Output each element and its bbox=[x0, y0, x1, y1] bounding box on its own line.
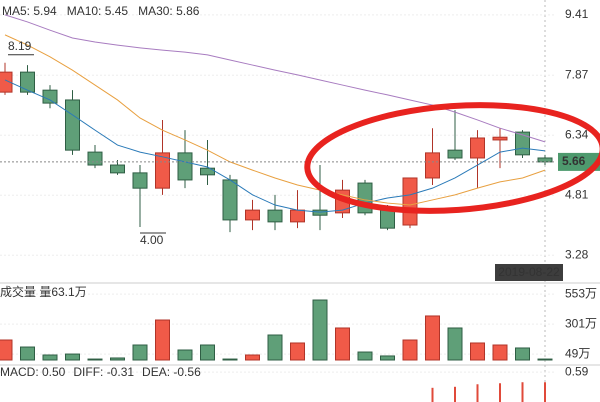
last-price-box bbox=[558, 152, 600, 171]
date-box bbox=[495, 264, 563, 281]
date-label: 2019-08-22 bbox=[498, 265, 560, 279]
y-tick-label: 6.34 bbox=[565, 127, 589, 141]
ma-line bbox=[4, 79, 546, 213]
candle-body bbox=[470, 137, 485, 159]
legend-entry: MA30: 5.86 bbox=[138, 4, 200, 18]
volume-bar bbox=[380, 355, 395, 361]
ma-line bbox=[4, 14, 546, 143]
ma-line bbox=[4, 34, 546, 206]
plot: 9.41 7.87 6.34 4.81 3.28 MA5: 5.94 MA10: 5.45 M… bbox=[0, 4, 600, 402]
y-tick-label: 3.28 bbox=[565, 247, 589, 261]
annotation: 8.19 bbox=[8, 39, 32, 53]
candle-body bbox=[402, 177, 418, 226]
volume-bar bbox=[537, 358, 553, 361]
volume-bar bbox=[402, 339, 418, 361]
candle-body bbox=[290, 209, 305, 223]
volume-bar bbox=[357, 351, 373, 361]
volume-bar bbox=[87, 358, 103, 361]
volume-bar bbox=[312, 299, 328, 361]
volume-bar bbox=[110, 357, 125, 361]
legend-entry: DEA: -0.56 bbox=[142, 365, 201, 379]
last-price-label: 5.66 bbox=[562, 154, 586, 168]
candle-body bbox=[245, 209, 260, 221]
macd-bar bbox=[454, 386, 456, 402]
candle-body bbox=[380, 209, 395, 229]
y-tick-label: 9.41 bbox=[565, 7, 589, 21]
volume-bar bbox=[200, 344, 215, 361]
candle-body bbox=[537, 157, 553, 163]
candle-body bbox=[87, 151, 103, 166]
macd-bar bbox=[476, 384, 479, 402]
panel-title: 成交量 量63.1万 bbox=[0, 284, 87, 299]
candle-body bbox=[312, 209, 328, 216]
volume-bar bbox=[470, 342, 485, 361]
volume-bar bbox=[222, 358, 238, 361]
candle-body bbox=[200, 167, 215, 176]
volume-bar bbox=[155, 319, 170, 361]
volume-bar bbox=[515, 347, 530, 361]
y-tick-label: 301万 bbox=[565, 316, 597, 330]
legend-entry: DIFF: -0.31 bbox=[73, 365, 134, 379]
candle-body bbox=[20, 71, 35, 93]
candle-body bbox=[177, 152, 193, 181]
y-tick-label: 4.81 bbox=[565, 187, 589, 201]
volume-bar bbox=[447, 327, 463, 361]
macd-bar bbox=[499, 383, 501, 402]
macd-bar bbox=[521, 382, 524, 402]
candle-body bbox=[42, 89, 58, 104]
candle-body bbox=[65, 99, 80, 151]
y-tick-label: 0.59 bbox=[565, 364, 589, 378]
volume-bar bbox=[245, 354, 260, 361]
volume-bar bbox=[425, 315, 440, 361]
volume-bar bbox=[335, 327, 350, 361]
candle-body bbox=[110, 164, 125, 174]
candle-body bbox=[222, 179, 238, 221]
macd-bar bbox=[544, 382, 546, 402]
legend-entry: MACD: 0.50 bbox=[0, 365, 66, 379]
volume-bar bbox=[492, 344, 508, 361]
volume-bar bbox=[0, 339, 13, 361]
candle-body bbox=[515, 131, 530, 156]
legend-entry: MA10: 5.45 bbox=[67, 4, 129, 18]
candle-body bbox=[267, 209, 283, 223]
volume-bar bbox=[65, 353, 80, 361]
candle-body bbox=[492, 136, 508, 141]
volume-bar bbox=[20, 346, 35, 361]
volume-bar bbox=[290, 342, 305, 361]
volume-bar bbox=[132, 344, 148, 361]
candle-body bbox=[0, 71, 13, 93]
y-tick-label: 553万 bbox=[565, 286, 597, 300]
candle-body bbox=[132, 172, 148, 189]
highlight-ellipse bbox=[304, 102, 600, 214]
volume-bar bbox=[267, 334, 283, 361]
macd-bar bbox=[431, 387, 434, 402]
candle-body bbox=[425, 152, 440, 179]
volume-bar bbox=[177, 349, 193, 361]
y-tick-label: 49万 bbox=[565, 346, 590, 360]
volume-bar bbox=[42, 354, 58, 361]
candle-body bbox=[447, 149, 463, 159]
y-tick-label: 7.87 bbox=[565, 67, 589, 81]
legend-entry: MA5: 5.94 bbox=[2, 4, 57, 18]
annotation: 4.00 bbox=[140, 233, 164, 247]
